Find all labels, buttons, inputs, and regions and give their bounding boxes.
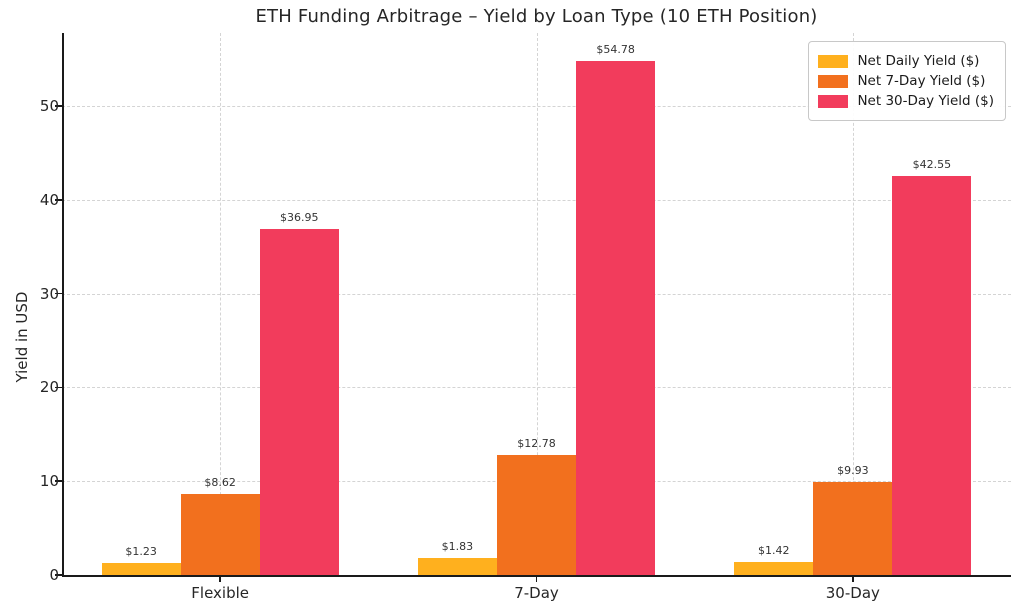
- legend: Net Daily Yield ($) Net 7-Day Yield ($) Ne…: [808, 41, 1006, 121]
- bar-value-label: $8.62: [204, 476, 236, 490]
- bar-net-7-day-yield--flexible: [180, 494, 260, 575]
- x-tick-mark: [219, 575, 221, 582]
- plot-area: Yield in USD Net Daily Yield ($) Net 7-Da…: [13, 33, 1011, 602]
- legend-label: Net 7-Day Yield ($): [857, 73, 986, 89]
- x-tick-mark: [535, 575, 538, 582]
- bar-value-label: $1.42: [758, 543, 790, 557]
- chart-title: ETH Funding Arbitrage – Yield by Loan Ty…: [255, 6, 818, 27]
- y-tick-mark: [55, 574, 62, 576]
- x-tick-label: 7-Day: [514, 584, 559, 602]
- bar-value-label: $54.78: [596, 43, 635, 57]
- bar-net-30-day-yield--30-day: [892, 176, 972, 575]
- x-gridline: [536, 33, 538, 575]
- legend-entry: Net Daily Yield ($): [818, 53, 994, 69]
- x-tick-label: 30-Day: [825, 584, 880, 602]
- x-tick-mark: [852, 575, 854, 582]
- bar-value-label: $36.95: [280, 210, 319, 224]
- legend-swatch: [818, 74, 849, 88]
- bar-net-daily-yield--7-day: [417, 557, 497, 575]
- legend-swatch: [818, 54, 849, 68]
- legend-label: Net Daily Yield ($): [857, 53, 980, 69]
- y-axis-title: Yield in USD: [13, 291, 31, 383]
- x-gridline: [852, 33, 854, 575]
- bar-net-daily-yield--flexible: [101, 563, 181, 575]
- y-tick-label: 20: [39, 378, 59, 397]
- legend-swatch: [818, 94, 849, 108]
- x-gridline: [220, 33, 222, 575]
- y-tick-label: 30: [39, 284, 59, 303]
- x-tick-label: Flexible: [191, 584, 250, 602]
- y-tick-label: 40: [39, 190, 59, 209]
- bar-net-7-day-yield--30-day: [813, 481, 893, 575]
- legend-label: Net 30-Day Yield ($): [857, 93, 994, 109]
- y-tick-mark: [55, 105, 62, 107]
- y-tick-label: 0: [49, 566, 59, 584]
- bar-net-30-day-yield--7-day: [576, 61, 656, 575]
- bar-value-label: $1.83: [441, 539, 474, 553]
- bar-value-label: $9.93: [837, 463, 869, 477]
- bar-value-label: $1.23: [125, 545, 157, 559]
- y-tick-mark: [55, 386, 62, 389]
- bar-net-30-day-yield--flexible: [259, 228, 339, 575]
- y-axis-spine: [62, 33, 64, 575]
- legend-entry: Net 7-Day Yield ($): [818, 73, 994, 89]
- y-tick-mark: [55, 292, 62, 295]
- bar-value-label: $42.55: [912, 158, 952, 171]
- y-tick-mark: [55, 199, 62, 201]
- y-tick-mark: [55, 480, 62, 483]
- bar-value-label: $12.78: [517, 437, 556, 451]
- bar-net-daily-yield--30-day: [734, 561, 814, 575]
- bar-net-7-day-yield--7-day: [496, 455, 577, 575]
- legend-entry: Net 30-Day Yield ($): [818, 93, 994, 109]
- y-tick-label: 50: [39, 97, 59, 116]
- y-tick-label: 10: [39, 472, 59, 491]
